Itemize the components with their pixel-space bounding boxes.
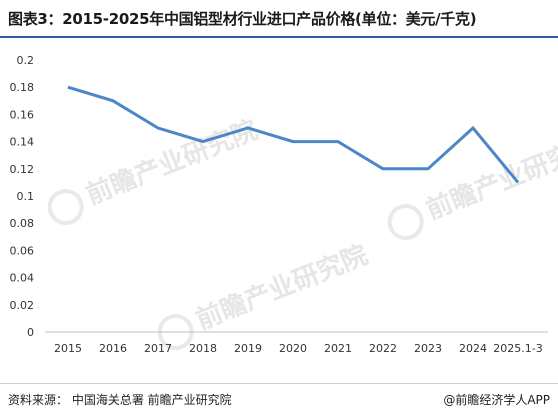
chart-title: 图表3：2015-2025年中国铝型材行业进口产品价格(单位：美元/千克) (8, 10, 477, 28)
x-tick-label: 2025.1-3 (493, 342, 542, 355)
y-tick-label: 0.2 (17, 54, 35, 67)
source-note: 资料来源： 中国海关总署 前瞻产业研究院 (8, 393, 232, 407)
y-tick-label: 0.04 (10, 272, 35, 285)
x-tick-label: 2019 (234, 342, 262, 355)
x-tick-label: 2024 (459, 342, 487, 355)
y-tick-label: 0 (27, 326, 34, 339)
y-tick-label: 0.1 (17, 190, 35, 203)
x-tick-label: 2022 (369, 342, 397, 355)
title-divider (0, 36, 558, 38)
y-tick-label: 0.18 (10, 81, 35, 94)
x-tick-label: 2017 (144, 342, 172, 355)
x-tick-label: 2016 (99, 342, 127, 355)
line-chart: 0 0.02 0.04 0.06 0.08 0.1 0.12 0.14 0.16 0.18 0.2 2… (10, 54, 548, 355)
x-tick-label: 2018 (189, 342, 217, 355)
x-tick-label: 2015 (54, 342, 82, 355)
y-tick-label: 0.12 (10, 163, 35, 176)
x-tick-label: 2020 (279, 342, 307, 355)
x-tick-label: 2021 (324, 342, 352, 355)
footer-divider (0, 383, 558, 384)
y-tick-label: 0.08 (10, 217, 35, 230)
y-tick-label: 0.06 (10, 244, 35, 257)
y-tick-label: 0.02 (10, 299, 35, 312)
series-line (67, 85, 520, 184)
y-tick-label: 0.16 (10, 108, 35, 121)
y-tick-label: 0.14 (10, 136, 35, 149)
x-tick-label: 2023 (414, 342, 442, 355)
credit-note: @前瞻经济学人APP (443, 393, 550, 407)
